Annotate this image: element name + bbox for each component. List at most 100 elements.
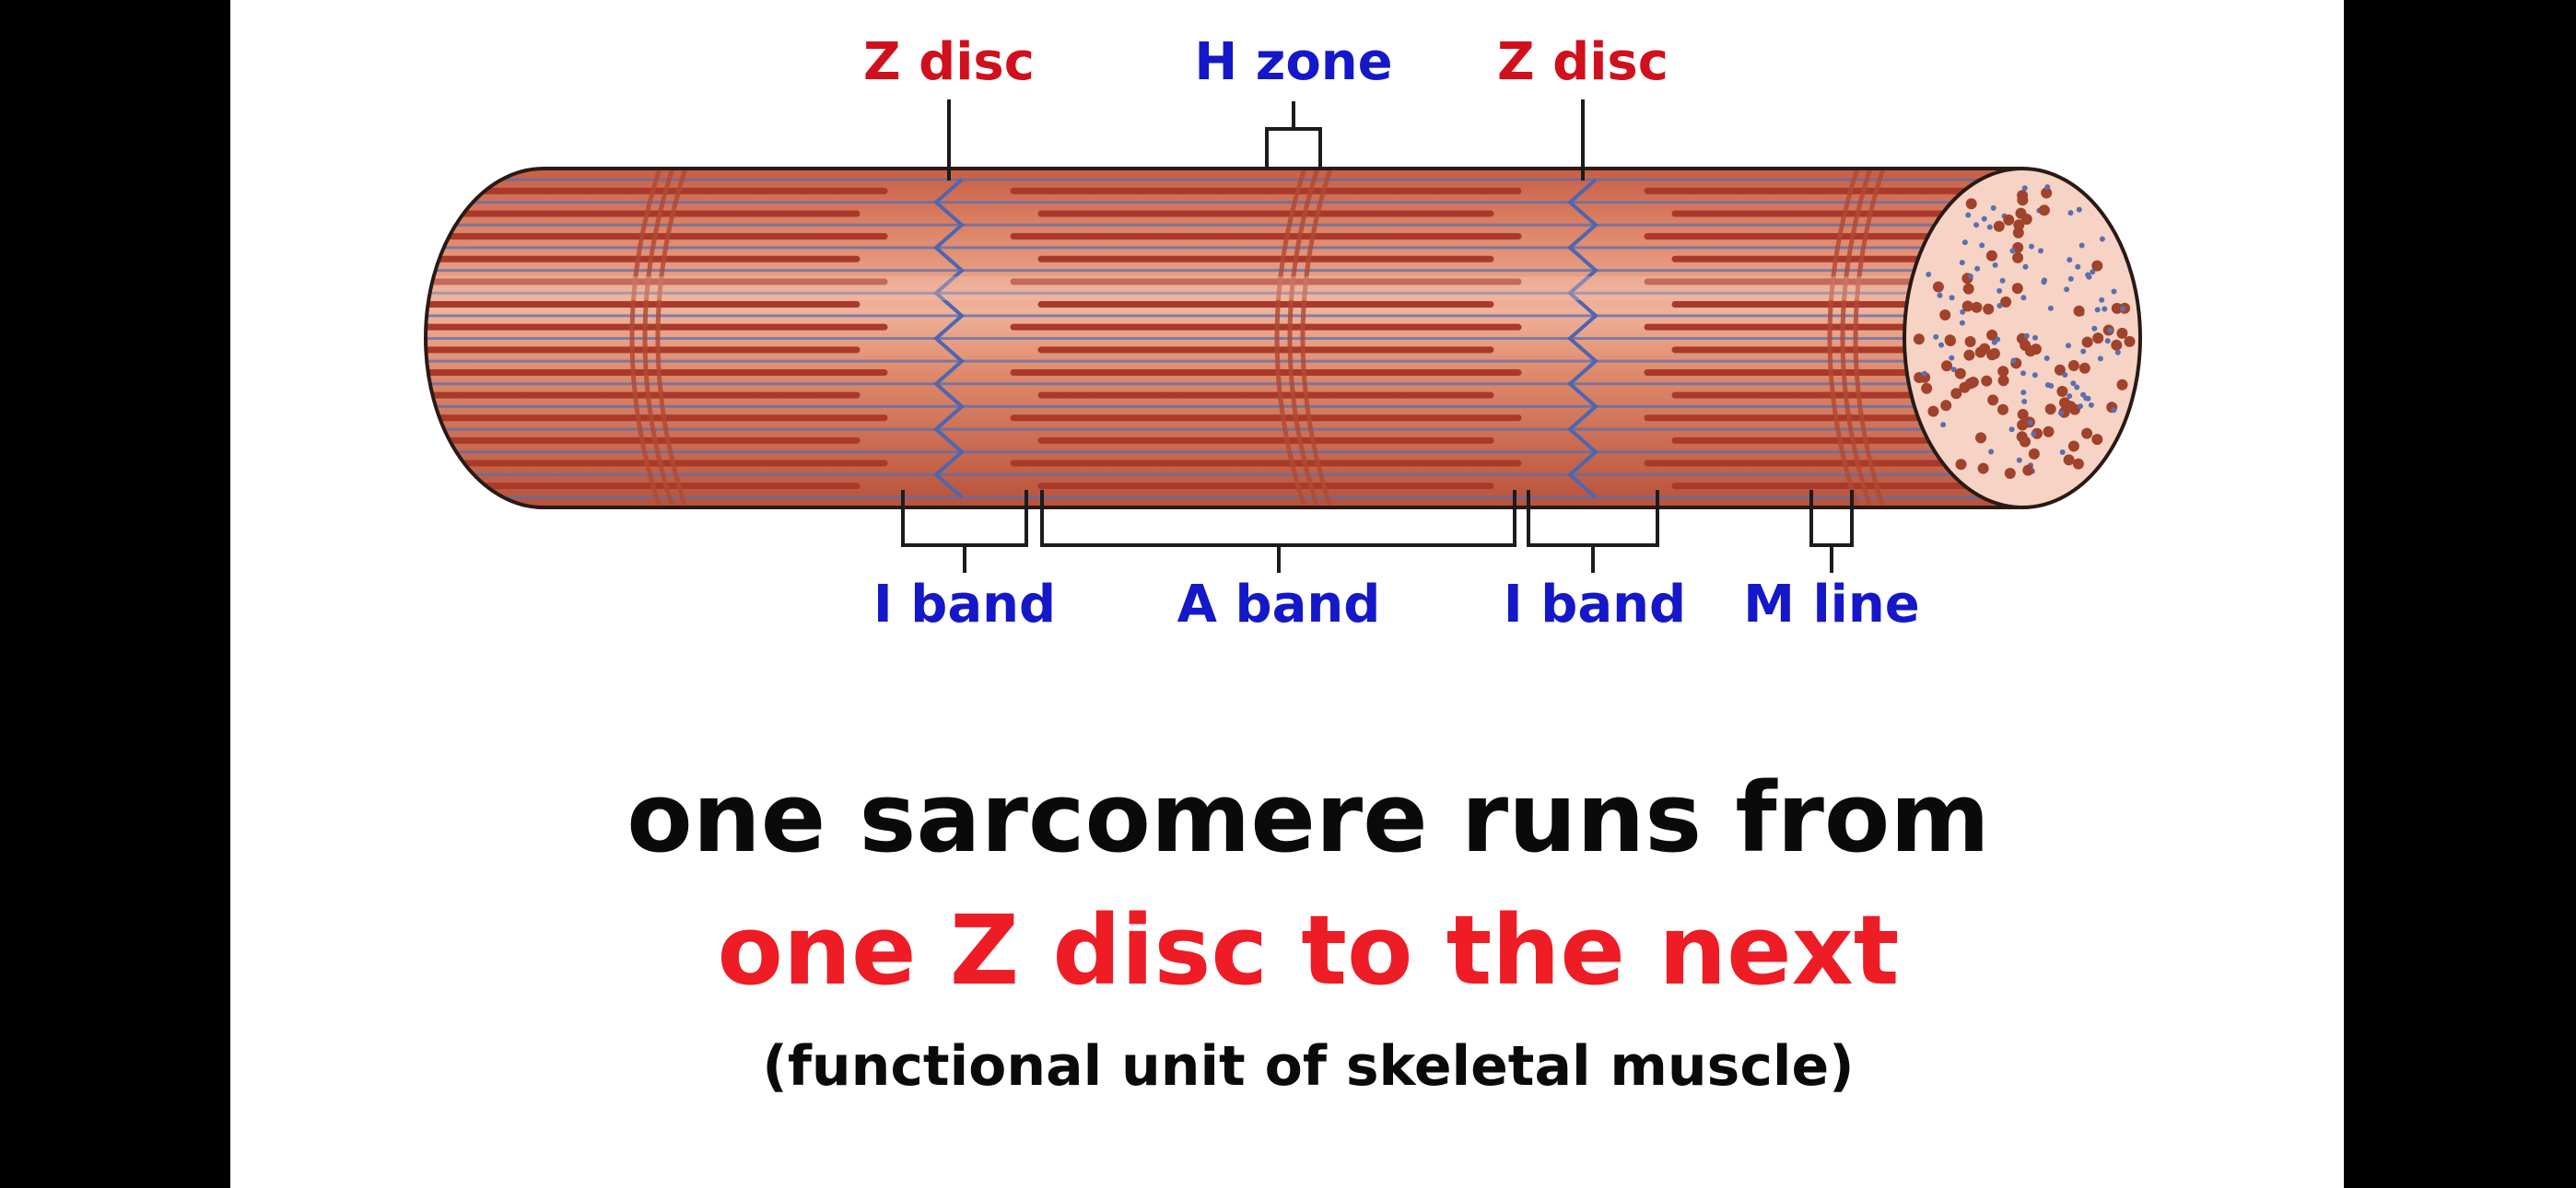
- cross-section-dot: [2016, 431, 2028, 443]
- z-disc-zigzag: [932, 178, 966, 499]
- cross-section-dot: [2094, 307, 2101, 313]
- cross-section-dot: [1927, 405, 1939, 417]
- cross-section-dot: [1933, 333, 1939, 340]
- cross-section-dot: [2091, 260, 2103, 272]
- cross-section-dot: [1974, 346, 1986, 358]
- fiber-outline: [424, 167, 2022, 509]
- m-line-stripe: [655, 169, 688, 507]
- cross-section-dot: [1981, 215, 1987, 222]
- cross-section-dot: [2056, 386, 2068, 397]
- cross-section-dot: [2076, 206, 2082, 213]
- cross-section-dot: [2044, 184, 2051, 191]
- cross-section-dot: [1974, 265, 1981, 272]
- m-line-stripe: [1287, 169, 1320, 507]
- cross-section-dot: [2067, 257, 2073, 263]
- cross-section-dot: [1971, 301, 1983, 313]
- cross-section-dot: [2047, 305, 2054, 311]
- cross-section-dot: [2091, 434, 2103, 446]
- cross-section-dot: [2064, 286, 2070, 293]
- cross-section-dot: [1921, 382, 1933, 394]
- cross-section-dot: [2080, 348, 2087, 355]
- cross-section-dot: [1950, 388, 1962, 400]
- cross-section-dot: [2120, 306, 2126, 312]
- cross-section-dot: [2116, 327, 2128, 339]
- h-zone-label: H zone: [1194, 32, 1392, 92]
- cross-section-dot: [2097, 355, 2103, 362]
- cross-section-dot: [1973, 222, 1980, 228]
- m-line-stripe: [1853, 169, 1886, 507]
- cross-section-dot: [2017, 190, 2029, 202]
- cross-section-dot: [1954, 367, 1966, 379]
- cross-section-dot: [2116, 379, 2128, 390]
- cross-section-dot: [2021, 185, 2028, 192]
- cross-section-dot: [2012, 251, 2024, 263]
- cross-section-dot: [1979, 242, 1985, 249]
- cross-section-dot: [2017, 419, 2029, 431]
- cross-section-dot: [2031, 431, 2037, 437]
- cross-section-dot: [2099, 236, 2105, 242]
- cross-section-dot: [1937, 292, 1943, 298]
- cross-section-dot: [2083, 395, 2090, 402]
- cross-section-dot: [2102, 306, 2108, 312]
- cross-section-dot: [2074, 384, 2080, 390]
- cross-section-dot: [1992, 262, 1998, 268]
- cross-section-dot: [2032, 334, 2038, 341]
- cross-section-dot: [1940, 400, 1952, 412]
- cross-section-dot: [1993, 220, 2005, 232]
- cross-section-dot: [2022, 263, 2029, 270]
- cross-section-dot: [2038, 248, 2043, 254]
- cross-section-dot: [2067, 275, 2074, 282]
- cross-section-dot: [1949, 295, 1955, 301]
- cross-section-dot: [1960, 309, 1966, 315]
- cross-section-dot: [2029, 243, 2034, 250]
- cross-section-dot: [1913, 333, 1925, 345]
- cross-section-dot: [2020, 214, 2032, 225]
- cross-section-dot: [1981, 375, 1993, 387]
- myofibril-striations: [426, 169, 2022, 507]
- cross-section-dot: [2092, 332, 2104, 344]
- cross-section-dot: [2075, 263, 2081, 270]
- a-band-bracket: [1040, 490, 1516, 573]
- cross-section-dot: [1961, 300, 1973, 312]
- cross-section-dot: [2099, 297, 2105, 303]
- fiber-highlight: [426, 276, 2022, 300]
- annotation-brackets: [901, 99, 1854, 573]
- cross-section-dot: [2058, 410, 2064, 416]
- m-line-stripe: [1300, 169, 1333, 507]
- cross-section-dot: [1991, 339, 1997, 345]
- caption-line-1: one sarcomere runs from: [626, 762, 1989, 874]
- cross-section-dot: [1997, 375, 2009, 387]
- cross-section-dot: [1965, 198, 1977, 210]
- cross-section-dot: [1963, 349, 1975, 361]
- cross-section-dot: [1944, 334, 1956, 346]
- cross-section-dot: [2020, 390, 2027, 396]
- cross-section-dot: [2022, 464, 2034, 476]
- i-band-left-bracket: [901, 490, 1028, 573]
- cross-section-dot: [1921, 370, 1927, 377]
- cross-section-dot: [1964, 336, 1976, 347]
- cross-section-dot: [1990, 204, 1996, 211]
- cross-section-dot: [2004, 468, 2016, 479]
- cross-section-dot: [2044, 403, 2056, 415]
- right-black-bar: [2344, 0, 2576, 1188]
- cross-section-dot: [2027, 420, 2033, 426]
- cross-section-dot: [1938, 342, 1944, 348]
- cross-section-dot: [2024, 345, 2036, 357]
- cross-section-dot: [2017, 409, 2029, 420]
- cross-section-dot: [2067, 440, 2079, 452]
- cross-section-dot: [2070, 380, 2077, 387]
- m-line-stripe: [642, 169, 675, 507]
- cross-section-dot: [2067, 360, 2079, 371]
- cross-section-dot: [1959, 381, 1971, 393]
- left-black-bar: [0, 0, 230, 1188]
- cross-section-dot: [2003, 214, 2015, 226]
- cross-section-dot: [2009, 248, 2016, 254]
- caption-line-2: one Z disc to the next: [718, 894, 1900, 1007]
- cross-section-dot: [1986, 329, 1998, 341]
- cross-section-dot: [2016, 457, 2022, 463]
- cross-section-dot: [1985, 250, 1997, 262]
- cross-section-dot: [2012, 227, 2024, 239]
- cross-section-dot: [2043, 425, 2055, 437]
- cross-section-dot: [2114, 349, 2121, 355]
- caption-line-3: (functional unit of skeletal muscle): [762, 1034, 1854, 1099]
